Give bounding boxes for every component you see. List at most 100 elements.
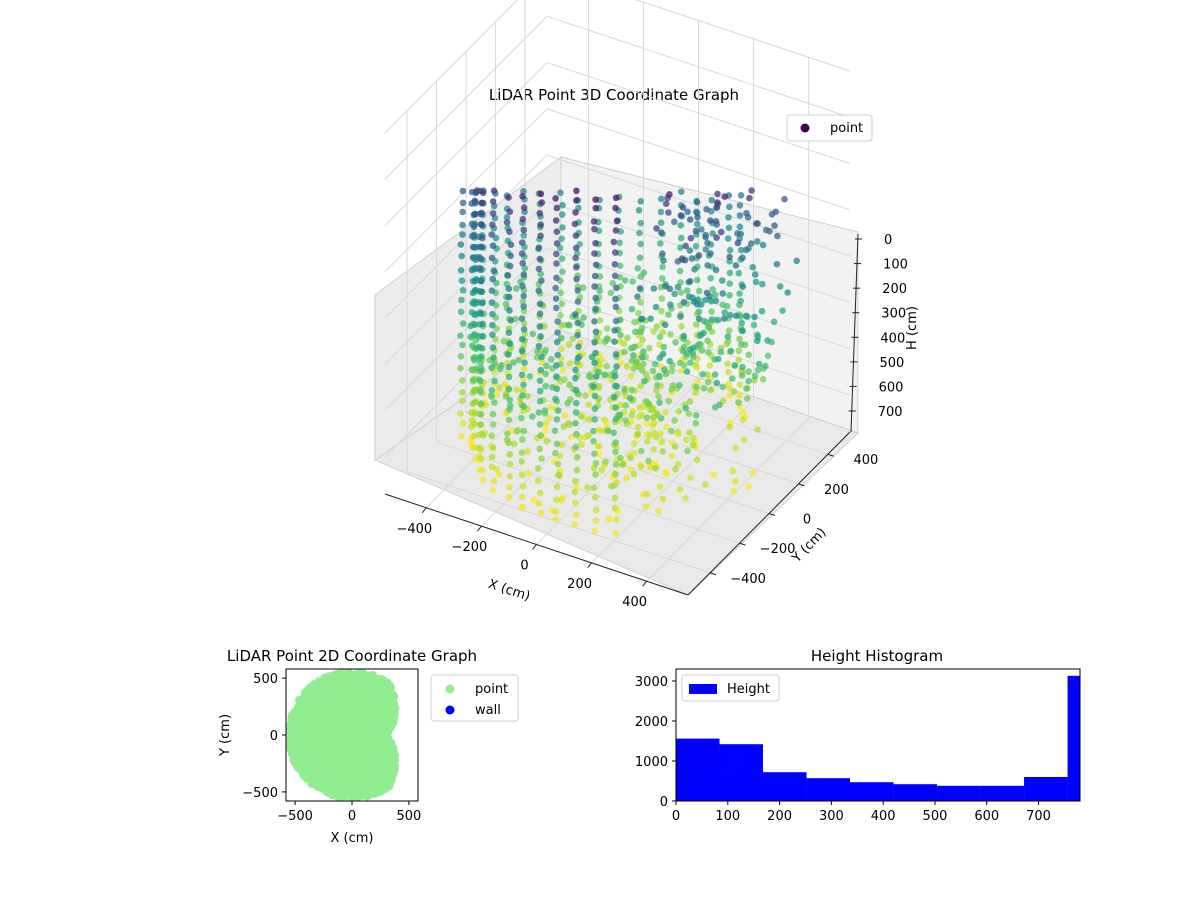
scatter-3d-point — [506, 228, 513, 236]
scatter-3d-point — [519, 193, 526, 200]
scatter-3d-point — [489, 275, 497, 283]
scatter-3d-point — [684, 208, 691, 216]
scatter-3d-point — [578, 441, 585, 448]
scatter-2d-point — [300, 726, 309, 735]
scatter-3d-point — [592, 261, 600, 269]
scatter-3d-point — [520, 204, 528, 211]
scatter-3d-point — [505, 351, 512, 358]
scatter-3d-point — [656, 399, 663, 407]
scatter-3d-point — [653, 387, 660, 394]
scatter-3d-point — [577, 412, 585, 420]
scatter-3d-point — [616, 239, 623, 247]
scatter-3d-point — [520, 271, 528, 278]
scatter-3d-point — [672, 465, 679, 473]
scatter-3d-point — [592, 294, 599, 302]
legend-3d-label-point: point — [830, 121, 863, 136]
scatter-3d-point — [683, 287, 691, 294]
scatter-3d-point — [537, 221, 544, 228]
scatter-3d-point — [682, 495, 689, 502]
scatter-3d-point — [704, 262, 711, 269]
scatter-3d-point — [582, 392, 589, 399]
chart-3d: LiDAR Point 3D Coordinate Graph −400 −200… — [373, 0, 920, 610]
scatter-3d-point — [542, 426, 549, 434]
scatter-3d-point — [695, 252, 703, 259]
scatter-3d-point — [666, 357, 673, 365]
scatter-3d-point — [470, 331, 478, 338]
scatter-3d-point — [459, 420, 467, 427]
scatter-3d-point — [612, 415, 620, 423]
legend-3d: point — [786, 114, 873, 142]
scatter-3d-point — [593, 333, 600, 341]
z-tick-label: 400 — [880, 331, 905, 346]
scatter-3d-point — [518, 449, 526, 456]
x-tick-label: 200 — [567, 577, 592, 592]
scatter-3d-point — [572, 209, 579, 216]
scatter-3d-point — [490, 477, 498, 485]
scatter-3d-point — [793, 257, 800, 265]
scatter-3d-point — [647, 315, 654, 323]
scatter-3d-point — [719, 383, 727, 391]
scatter-3d-point — [686, 216, 694, 223]
scatter-3d-point — [686, 359, 694, 367]
histogram-y-tick: 1000 — [635, 755, 668, 770]
scatter-3d-point — [713, 234, 720, 241]
scatter-3d-point — [518, 239, 526, 246]
scatter-2d-point — [390, 763, 399, 772]
scatter-2d-point — [326, 746, 335, 755]
scatter-3d-point — [634, 293, 641, 301]
scatter-3d-point — [592, 494, 599, 501]
scatter-3d-point — [458, 252, 466, 260]
scatter-3d-point — [558, 211, 566, 218]
scatter-3d-point — [620, 340, 628, 347]
scatter-3d-point — [488, 387, 496, 394]
scatter-3d-point — [506, 451, 514, 458]
scatter-3d-point — [752, 278, 760, 286]
scatter-3d-point — [557, 312, 564, 319]
scatter-3d-point — [726, 203, 733, 211]
histogram-bar — [893, 784, 938, 801]
scatter-3d-point — [686, 247, 694, 254]
scatter-3d-point — [653, 382, 661, 389]
scatter-2d-point — [329, 738, 337, 747]
scatter-3d-point — [552, 373, 560, 380]
legend-2d: point wall — [430, 674, 519, 722]
scatter-2d-point — [342, 727, 351, 736]
scatter-3d-point — [613, 363, 620, 370]
scatter-3d-point — [564, 399, 572, 407]
scatter-3d-point — [546, 414, 553, 422]
scatter-3d-point — [613, 217, 621, 225]
scatter-3d-point — [592, 196, 599, 203]
scatter-3d-point — [609, 279, 617, 287]
scatter-2d-point — [331, 784, 340, 793]
z-tick-label: 100 — [883, 258, 908, 273]
scatter-3d-point — [732, 312, 740, 320]
scatter-2d-point — [347, 773, 355, 782]
scatter-3d-point — [580, 284, 587, 292]
scatter-3d-point — [631, 318, 638, 326]
legend-2d-marker-wall — [445, 705, 455, 715]
scatter-3d-point — [612, 461, 620, 468]
scatter-3d-point — [580, 314, 587, 321]
scatter-3d-point — [573, 466, 581, 474]
y-tick-label: 200 — [824, 483, 849, 498]
scatter-3d-point — [592, 506, 600, 514]
scatter-3d-point — [623, 474, 630, 482]
scatter-3d-point — [707, 274, 714, 282]
scatter-3d-point — [612, 439, 619, 446]
scatter-3d-point — [745, 483, 753, 490]
scatter-3d-point — [592, 373, 600, 380]
scatter-3d-point — [552, 284, 559, 292]
scatter-3d-point — [737, 230, 745, 238]
scatter-3d-point — [695, 315, 703, 323]
scatter-3d-point — [591, 318, 598, 325]
scatter-3d-point — [693, 208, 700, 216]
scatter-3d-point — [541, 407, 549, 414]
scatter-3d-point — [749, 469, 757, 477]
scatter-2d-point — [339, 780, 348, 789]
scatter-3d-point — [637, 219, 644, 227]
scatter-3d-point — [471, 197, 479, 205]
scatter-3d-point — [585, 432, 592, 439]
scatter-3d-point — [610, 238, 618, 246]
scatter-3d-point — [555, 407, 562, 414]
scatter-3d-point — [773, 260, 781, 268]
